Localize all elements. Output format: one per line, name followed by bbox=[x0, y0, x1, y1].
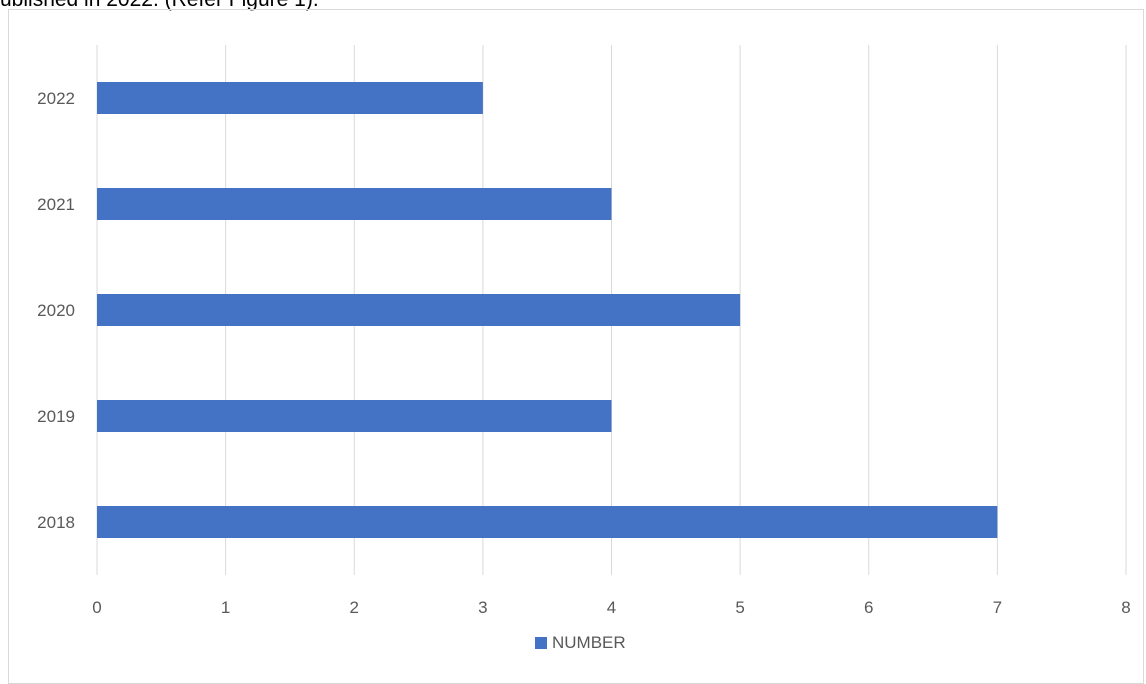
y-tick-label-2021: 2021 bbox=[37, 195, 75, 214]
x-tick-label-4: 4 bbox=[607, 598, 616, 617]
x-tick-label-1: 1 bbox=[221, 598, 230, 617]
x-tick-label-0: 0 bbox=[92, 598, 101, 617]
legend-label: NUMBER bbox=[552, 633, 626, 652]
bar-2021 bbox=[97, 188, 612, 220]
x-tick-label-2: 2 bbox=[350, 598, 359, 617]
x-tick-label-8: 8 bbox=[1121, 598, 1130, 617]
bar-2018 bbox=[97, 506, 998, 538]
x-tick-label-7: 7 bbox=[993, 598, 1002, 617]
bar-2019 bbox=[97, 400, 612, 432]
x-tick-label-5: 5 bbox=[735, 598, 744, 617]
y-tick-label-2018: 2018 bbox=[37, 513, 75, 532]
bar-2022 bbox=[97, 82, 483, 114]
caption-text: ublished in 2022. (Refer Figure 1). bbox=[0, 0, 1146, 12]
y-tick-label-2019: 2019 bbox=[37, 407, 75, 426]
legend-swatch bbox=[535, 637, 547, 649]
x-tick-label-6: 6 bbox=[864, 598, 873, 617]
y-tick-label-2020: 2020 bbox=[37, 301, 75, 320]
x-tick-label-3: 3 bbox=[478, 598, 487, 617]
bar-2020 bbox=[97, 294, 741, 326]
y-tick-label-2022: 2022 bbox=[37, 89, 75, 108]
legend: NUMBER bbox=[535, 632, 626, 654]
